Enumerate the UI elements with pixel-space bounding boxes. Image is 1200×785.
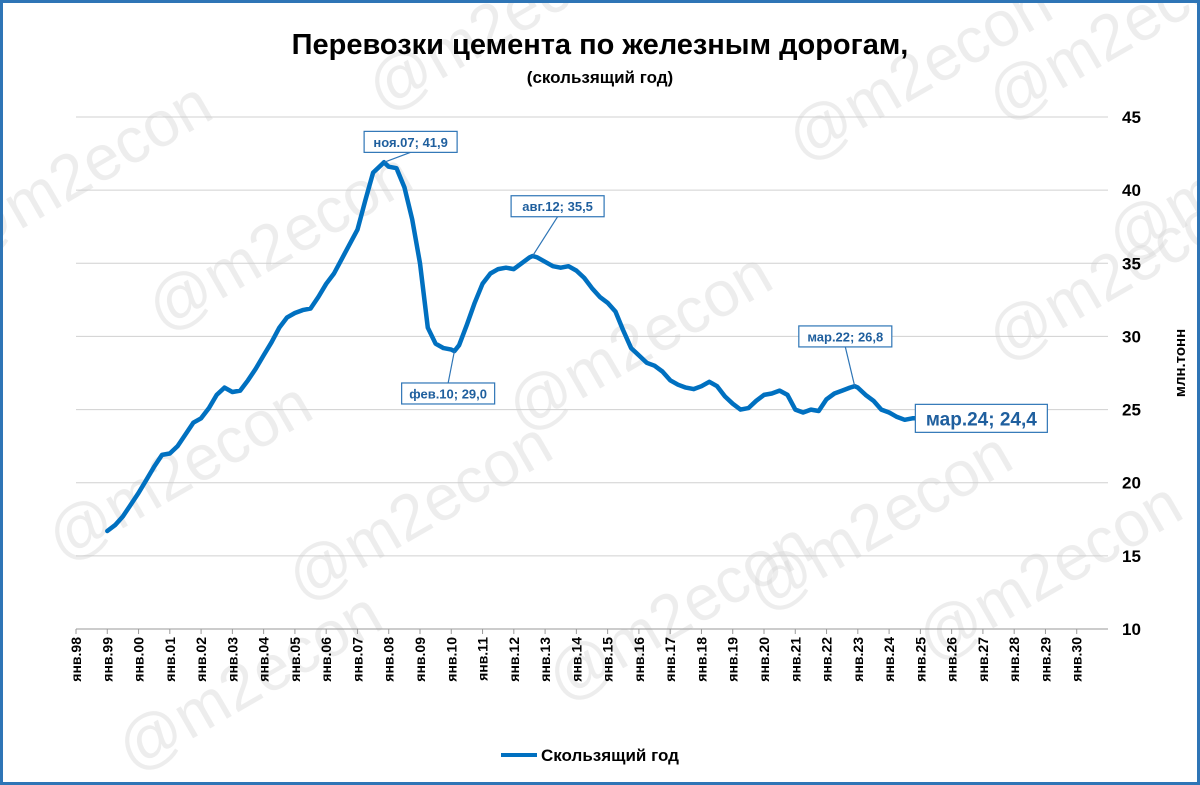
x-tick-label: янв.27 [975,637,991,682]
callout-pointer [844,346,856,387]
callout-box [363,130,458,153]
x-tick-label: янв.10 [443,637,459,682]
x-tick-label: янв.14 [568,637,584,682]
callout-label: мар.22; 26,8 [807,329,883,344]
y-axis-label: млн.тонн [1172,329,1189,397]
chart-subtitle: (скользящий год) [527,68,673,87]
y-tick-label: 10 [1122,620,1141,639]
callout-box [914,403,1048,433]
y-axis-ticks: 10 15 20 25 30 35 40 45 [1122,108,1141,639]
callout: мар.24; 24,4 [914,403,1048,433]
y-tick-label: 15 [1122,547,1141,566]
callout-pointer [532,216,559,257]
x-tick-label: янв.17 [662,637,678,682]
x-tick-label: янв.02 [193,637,209,682]
x-tick-label: янв.06 [318,637,334,682]
x-tick-label: янв.98 [68,637,84,682]
series-line [105,160,929,534]
x-tick-label: янв.29 [1037,637,1053,682]
x-tick-label: янв.16 [631,637,647,682]
callout-pointer [447,350,455,384]
callout-box [401,382,496,405]
watermark: @m2econ [34,366,323,575]
x-tick-label: янв.18 [693,637,709,682]
x-tick-label: янв.22 [819,637,835,682]
y-tick-label: 25 [1122,401,1141,420]
x-tick-label: янв.21 [787,637,803,682]
x-tick-label: янв.25 [912,637,928,682]
watermark: @m2econ [494,236,783,445]
chart-title: Перевозки цемента по железным дорогам, [292,29,909,61]
legend: Скользящий год [501,746,679,765]
x-tick-label: янв.26 [944,637,960,682]
callout-pointer [383,151,411,163]
x-tick-label: янв.00 [131,637,147,682]
x-axis-ticks: янв.98 янв.99 янв.00 янв.01 янв.02 янв.03 янв.… [68,629,1085,682]
y-tick-label: 45 [1122,108,1141,127]
callout-label: ноя.07; 41,9 [373,135,448,150]
watermark: @m2econ [3,66,223,275]
x-tick-label: янв.23 [850,637,866,682]
x-tick-label: янв.28 [1006,637,1022,682]
x-tick-label: янв.07 [349,637,365,682]
x-tick-label: янв.12 [506,637,522,682]
callout-box [510,195,605,218]
x-tick-label: янв.04 [256,637,272,682]
x-tick-label: янв.99 [99,637,115,682]
y-tick-label: 35 [1122,254,1141,273]
x-tick-label: янв.20 [756,637,772,682]
callout: авг.12; 35,5 [510,195,605,257]
y-tick-label: 40 [1122,181,1141,200]
callout-label: фев.10; 29,0 [409,386,487,401]
callout-label: авг.12; 35,5 [522,199,593,214]
x-tick-label: янв.03 [224,637,240,682]
series-layer [105,160,929,534]
y-tick-label: 30 [1122,327,1141,346]
x-tick-label: янв.24 [881,637,897,682]
x-tick-label: янв.11 [475,637,491,681]
watermark: @m2econ [274,406,563,615]
x-tick-label: янв.13 [537,637,553,682]
callout: ноя.07; 41,9 [363,130,458,163]
annotations-layer: ноя.07; 41,9 авг.12; 35,5 фев.10; 29,0 мар.… [363,130,1048,433]
legend-label: Скользящий год [541,746,679,765]
x-tick-label: янв.15 [600,637,616,682]
callout-label: мар.24; 24,4 [926,409,1037,430]
callout-box [798,325,893,348]
callout: фев.10; 29,0 [401,350,496,405]
x-tick-label: янв.05 [287,637,303,682]
x-tick-label: янв.30 [1069,637,1085,682]
x-tick-label: янв.01 [162,637,178,682]
x-tick-label: янв.09 [412,637,428,682]
callout: мар.22; 26,8 [798,325,893,387]
x-tick-label: янв.08 [381,637,397,682]
x-tick-label: янв.19 [725,637,741,682]
watermark: @m2econ [354,3,643,125]
cement-rail-chart: @m2econ@m2econ@m2econ @m2econ@m2econ@m2ec… [3,3,1197,782]
y-tick-label: 20 [1122,474,1141,493]
